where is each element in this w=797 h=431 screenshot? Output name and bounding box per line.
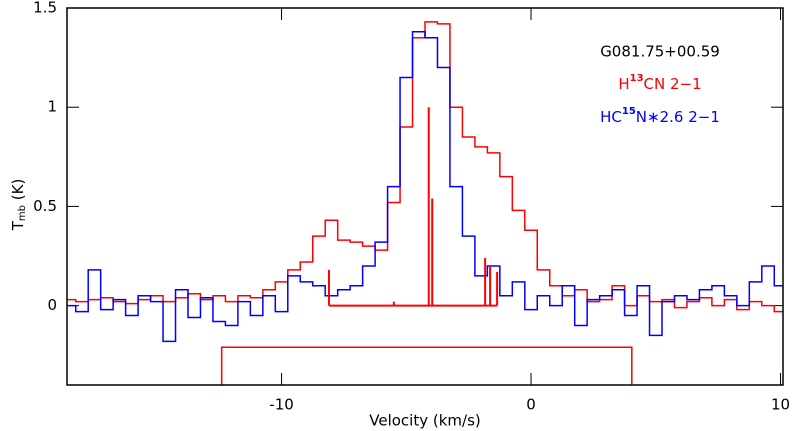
y-tick-label: 0.5 (33, 197, 57, 215)
spectrum (67, 21, 783, 313)
legend-entry: H13CN 2−1 (618, 73, 701, 93)
y-axis-label: Tmb (K) (9, 179, 29, 232)
y-tick-label: 1 (47, 98, 57, 116)
y-axis-label-part: T (9, 220, 27, 231)
legend-entry: HC15N∗2.6 2−1 (600, 106, 720, 126)
legend-part: 13 (630, 73, 644, 84)
legend-part: H (618, 75, 629, 93)
legend-part: CN 2−1 (644, 75, 702, 93)
y-axis-label-part: (K) (9, 179, 27, 205)
x-tick-label: -10 (269, 396, 294, 414)
plot-area (67, 21, 783, 385)
x-axis-label: Velocity (km/s) (369, 412, 480, 430)
plot-frame (66, 7, 784, 386)
legend-part: N∗2.6 2−1 (636, 108, 720, 126)
spectrum (67, 31, 783, 343)
range-marker (220, 346, 633, 385)
legend-part: 15 (622, 106, 636, 117)
chart-title: G081.75+00.59 (600, 43, 720, 61)
legend-part: HC (600, 108, 622, 126)
x-tick-label: 10 (771, 396, 790, 414)
x-tick-label: 0 (526, 396, 536, 414)
y-tick-label: 0 (47, 296, 57, 314)
y-tick-label: 1.5 (33, 0, 57, 17)
y-axis-label-part: mb (17, 205, 28, 221)
